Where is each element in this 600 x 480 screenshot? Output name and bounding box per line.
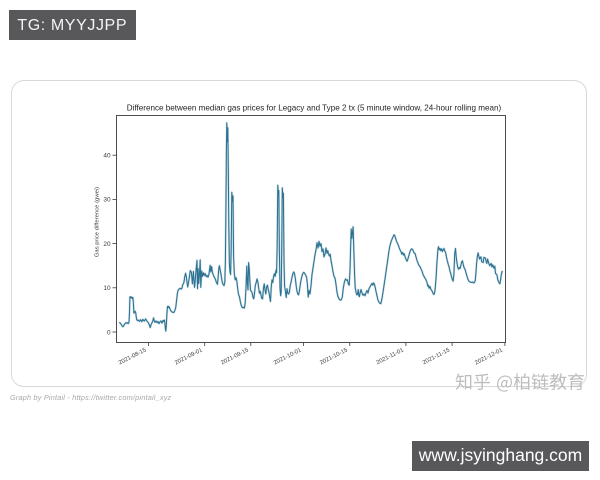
svg-text:2021-10-15: 2021-10-15 [319,347,349,366]
svg-text:40: 40 [103,153,111,160]
svg-text:30: 30 [103,197,111,204]
svg-text:20: 20 [103,241,111,248]
svg-text:Difference between median gas: Difference between median gas prices for… [127,104,502,113]
svg-text:2021-11-15: 2021-11-15 [422,347,452,366]
svg-text:2021-09-15: 2021-09-15 [220,347,250,366]
svg-text:Gas price difference (gwei): Gas price difference (gwei) [94,187,100,257]
svg-text:2021-09-01: 2021-09-01 [174,347,204,366]
svg-text:2021-08-15: 2021-08-15 [118,347,148,366]
svg-text:2021-12-01: 2021-12-01 [474,347,504,366]
svg-text:2021-10-01: 2021-10-01 [273,347,303,366]
svg-text:2021-11-01: 2021-11-01 [376,347,405,366]
svg-text:0: 0 [107,329,111,336]
svg-text:10: 10 [103,285,111,292]
